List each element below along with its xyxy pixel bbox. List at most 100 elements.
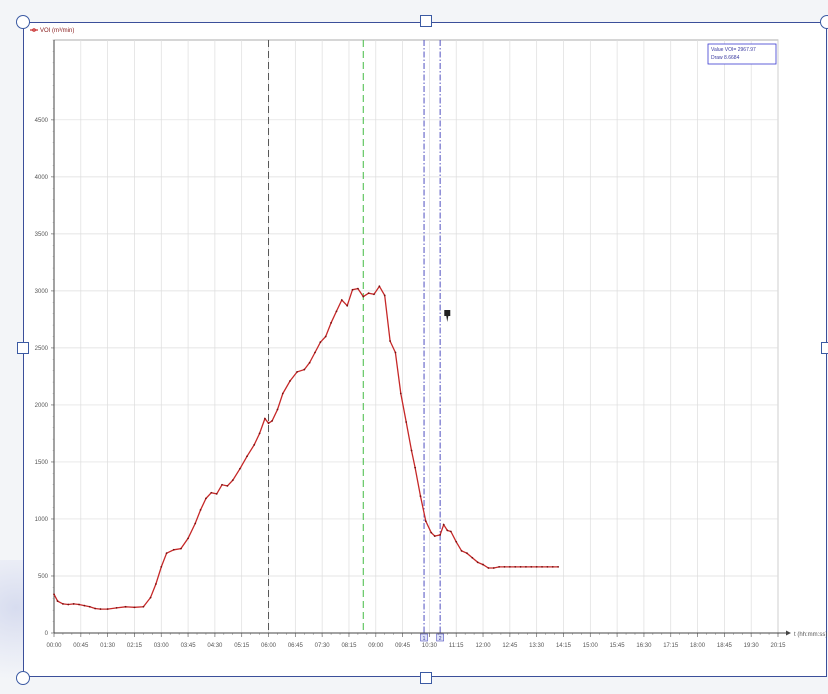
data-point bbox=[308, 361, 311, 364]
data-point bbox=[271, 419, 273, 422]
data-point bbox=[267, 422, 270, 425]
data-point bbox=[210, 491, 213, 494]
x-unit-label: t (hh:mm:ss) bbox=[794, 632, 827, 638]
chart-frame[interactable] bbox=[23, 22, 827, 677]
x-tick-label: 09:45 bbox=[395, 643, 411, 649]
resize-handle-top-left[interactable] bbox=[16, 15, 30, 29]
data-point bbox=[410, 449, 413, 452]
x-tick-label: 16:30 bbox=[636, 643, 652, 649]
data-point bbox=[455, 540, 458, 543]
data-point bbox=[142, 605, 145, 608]
data-point bbox=[394, 351, 397, 354]
legend-label: VOI (m³/min) bbox=[40, 28, 74, 34]
data-point bbox=[56, 600, 59, 602]
x-tick-label: 07:30 bbox=[315, 643, 331, 649]
data-point bbox=[72, 603, 75, 605]
x-tick-label: 05:15 bbox=[234, 643, 250, 649]
data-point bbox=[253, 443, 256, 446]
cursor-readout-box bbox=[707, 43, 777, 65]
x-tick-label: 19:30 bbox=[744, 643, 760, 649]
x-tick-label: 01:30 bbox=[100, 643, 116, 649]
data-point bbox=[319, 341, 322, 344]
data-point bbox=[330, 321, 332, 324]
data-point bbox=[78, 603, 80, 606]
x-tick-label: 11:15 bbox=[449, 643, 464, 649]
y-tick-label: 3500 bbox=[35, 232, 49, 238]
data-point bbox=[519, 565, 522, 568]
x-tick-label: 08:15 bbox=[341, 643, 357, 649]
data-point bbox=[357, 287, 359, 290]
data-point bbox=[149, 596, 152, 599]
cursor-readout-line: Value VOI= 2967.97 bbox=[711, 47, 756, 53]
data-point bbox=[446, 529, 449, 532]
data-point bbox=[399, 392, 402, 395]
resize-handle-middle-left[interactable] bbox=[17, 342, 29, 354]
resize-handle-bottom-center[interactable] bbox=[420, 672, 432, 684]
x-tick-label: 06:45 bbox=[288, 643, 304, 649]
data-point bbox=[276, 408, 279, 411]
data-point bbox=[281, 392, 284, 395]
x-tick-label: 03:00 bbox=[154, 643, 170, 649]
data-point bbox=[205, 497, 207, 500]
data-point bbox=[106, 608, 109, 610]
data-point bbox=[389, 340, 391, 342]
data-point bbox=[442, 523, 445, 526]
data-point bbox=[324, 335, 327, 338]
y-tick-label: 3000 bbox=[35, 289, 49, 295]
x-tick-label: 02:15 bbox=[127, 643, 143, 649]
data-point bbox=[449, 530, 452, 533]
data-point bbox=[383, 294, 386, 297]
data-point bbox=[498, 565, 501, 568]
resize-handle-top-center[interactable] bbox=[420, 15, 432, 27]
data-point bbox=[424, 520, 427, 523]
data-point bbox=[246, 455, 248, 458]
x-tick-label: 09:00 bbox=[368, 643, 384, 649]
data-point bbox=[508, 565, 511, 568]
x-axis-arrow bbox=[786, 630, 791, 636]
x-tick-label: 04:30 bbox=[207, 643, 223, 649]
marker-tag bbox=[436, 633, 444, 642]
grid bbox=[53, 39, 779, 634]
data-point bbox=[482, 563, 484, 566]
data-point bbox=[405, 421, 408, 423]
data-point bbox=[94, 607, 97, 610]
data-point bbox=[258, 432, 261, 435]
marker-tag-label: 2 bbox=[439, 636, 442, 642]
mouse-cursor-icon bbox=[444, 309, 451, 322]
y-tick-label: 2000 bbox=[35, 403, 49, 409]
data-point bbox=[367, 292, 370, 295]
resize-handle-bottom-left[interactable] bbox=[16, 671, 30, 685]
data-point bbox=[88, 605, 91, 608]
data-point bbox=[340, 299, 343, 301]
data-point bbox=[514, 565, 517, 568]
x-tick-label: 15:00 bbox=[583, 643, 599, 649]
data-point bbox=[165, 552, 168, 555]
resize-handle-top-right[interactable] bbox=[820, 15, 828, 29]
data-point bbox=[180, 547, 182, 550]
x-tick-label: 00:45 bbox=[73, 643, 89, 649]
data-point bbox=[264, 417, 266, 420]
data-point bbox=[226, 484, 229, 487]
data-point bbox=[471, 556, 474, 559]
data-point bbox=[430, 531, 433, 534]
data-point bbox=[67, 603, 70, 606]
x-tick-label: 06:00 bbox=[261, 643, 277, 649]
data-point bbox=[62, 603, 64, 605]
axes bbox=[51, 39, 791, 637]
data-point bbox=[535, 565, 538, 568]
data-point bbox=[476, 561, 479, 564]
y-tick-label: 2500 bbox=[35, 346, 49, 352]
data-point bbox=[99, 608, 102, 610]
x-tick-label: 00:00 bbox=[46, 643, 62, 649]
x-tick-label: 20:15 bbox=[770, 643, 786, 649]
series bbox=[53, 285, 560, 610]
data-point bbox=[124, 605, 127, 608]
x-tick-label: 12:00 bbox=[476, 643, 492, 649]
y-tick-label: 4000 bbox=[35, 175, 49, 181]
data-point bbox=[335, 310, 338, 313]
data-point bbox=[194, 522, 197, 525]
resize-handle-middle-right[interactable] bbox=[821, 342, 828, 354]
data-point bbox=[346, 304, 349, 307]
